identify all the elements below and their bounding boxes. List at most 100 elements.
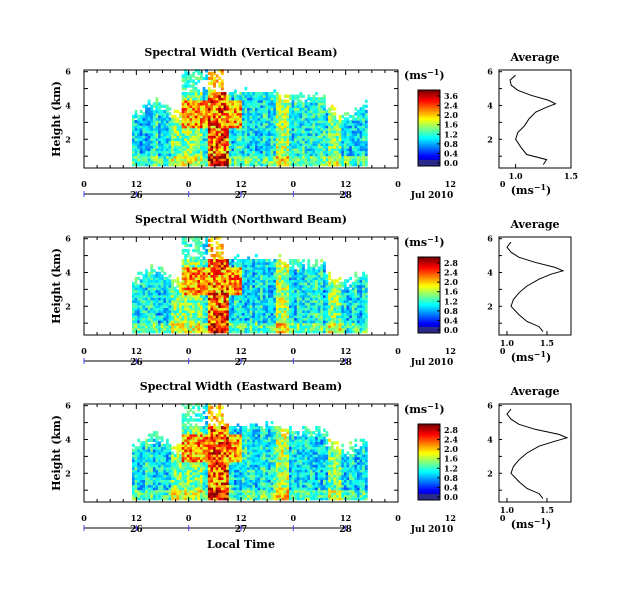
x-tick-label: 0	[500, 513, 506, 523]
profile-x-tick-label: 1.5	[540, 505, 554, 515]
x-tick-label: 12	[131, 346, 142, 356]
panel-1: Spectral Width (Vertical Beam) 0 12 0 12 0 12 0…	[50, 46, 578, 201]
date-axis: 26 27 28 Jul 2010	[83, 525, 453, 535]
x-tick-label: 0	[81, 179, 87, 189]
profile-title: Average	[509, 385, 559, 398]
profile-x-axis-label: (ms−1)	[511, 516, 552, 531]
x-tick-label: 12	[235, 513, 246, 523]
colorbar-tick-label: 0.0	[444, 325, 458, 335]
date-label: 26	[130, 358, 143, 368]
chart-title: Spectral Width (Eastward Beam)	[140, 380, 342, 393]
x-tick-label: 0	[186, 513, 192, 523]
heatmap	[132, 403, 368, 501]
profile-y-tick-label: 4	[487, 100, 493, 110]
colorbar-tick-label: 2.0	[444, 277, 458, 287]
colorbar-unit-label: (ms−1)	[404, 234, 445, 249]
colorbar-frame	[417, 89, 441, 167]
colorbar-tick-label: 2.4	[444, 101, 458, 111]
colorbar-unit-label: (ms−1)	[404, 401, 445, 416]
profile-x-axis-label: (ms−1)	[511, 349, 552, 364]
x-tick-label: 0	[186, 346, 192, 356]
month-label: Jul 2010	[410, 358, 453, 368]
x-tick-label: 12	[131, 179, 142, 189]
colorbar-tick-label: 0.8	[444, 473, 458, 483]
x-tick-label: 12	[340, 179, 351, 189]
y-tick-label: 2	[65, 301, 71, 311]
colorbar-tick-label: 1.6	[444, 120, 458, 130]
colorbar: 3.62.42.01.61.20.80.40.0 (ms−1)	[404, 67, 458, 168]
profile-frame	[498, 403, 572, 503]
profile-y-tick-label: 6	[487, 67, 493, 77]
colorbar-tick-label: 1.6	[444, 454, 458, 464]
colorbar: 2.82.42.01.61.20.80.40.0 (ms−1)	[404, 234, 458, 335]
profile-x-axis-label: (ms−1)	[511, 182, 552, 197]
colorbar-tick-label: 3.6	[444, 91, 458, 101]
x-tick-label: 12	[445, 346, 456, 356]
panel-2: Spectral Width (Northward Beam) 0 12 0 12 0 12…	[50, 213, 572, 368]
profile-y-tick-label: 2	[487, 134, 493, 144]
colorbar-tick-label: 0.0	[444, 158, 458, 168]
date-label: 26	[130, 191, 143, 201]
colorbar-tick-label: 2.4	[444, 435, 458, 445]
y-tick-label: 6	[65, 67, 71, 77]
colorbar-tick-label: 2.0	[444, 110, 458, 120]
x-tick-label: 12	[131, 513, 142, 523]
date-label: 26	[130, 525, 143, 535]
x-tick-label: 0	[186, 179, 192, 189]
date-label: 27	[235, 358, 248, 368]
profile-frame	[498, 236, 572, 336]
x-axis-label: Local Time	[207, 538, 275, 551]
month-label: Jul 2010	[410, 525, 453, 535]
colorbar-tick-label: 0.4	[444, 148, 458, 158]
profile-x-tick-label: 1.0	[500, 505, 514, 515]
colorbar-tick-label: 0.4	[444, 315, 458, 325]
chart-title: Spectral Width (Vertical Beam)	[144, 46, 337, 59]
profile-y-tick-label: 6	[487, 234, 493, 244]
date-label: 28	[339, 525, 352, 535]
colorbar: 2.82.42.01.61.20.80.40.0 (ms−1)	[404, 401, 458, 502]
profile-y-tick-label: 2	[487, 468, 493, 478]
colorbar-unit-label: (ms−1)	[404, 67, 445, 82]
x-tick-label: 12	[235, 346, 246, 356]
date-label: 27	[235, 191, 248, 201]
profile-y-tick-label: 4	[487, 434, 493, 444]
colorbar-tick-label: 1.2	[444, 296, 458, 306]
profile-title: Average	[509, 218, 559, 231]
colorbar-tick-label: 1.2	[444, 129, 458, 139]
profile-x-tick-label: 1.5	[564, 171, 578, 181]
y-axis-label: Height (km)	[50, 81, 63, 157]
profile-line	[506, 241, 565, 332]
x-tick-label: 12	[340, 346, 351, 356]
date-axis: 26 27 28 Jul 2010	[83, 358, 453, 368]
profile-y-tick-label: 4	[487, 267, 493, 277]
y-axis-label: Height (km)	[50, 415, 63, 491]
panel-3: Spectral Width (Eastward Beam)0 12 0 12 0 12 0…	[50, 380, 572, 535]
month-label: Jul 2010	[410, 191, 453, 201]
date-label: 28	[339, 191, 352, 201]
y-axis-label: Height (km)	[50, 248, 63, 324]
x-tick-label: 0	[81, 513, 87, 523]
x-tick-label: 0	[500, 346, 506, 356]
y-tick-label: 4	[65, 267, 71, 277]
x-tick-label: 12	[445, 179, 456, 189]
x-tick-label: 0	[291, 179, 297, 189]
y-tick-label: 6	[65, 401, 71, 411]
x-axis: 0 12 0 12 0 12 0 12 0	[81, 70, 506, 189]
heatmap	[132, 236, 368, 334]
colorbar-tick-label: 2.8	[444, 425, 458, 435]
x-tick-label: 0	[500, 179, 506, 189]
colorbar-tick-label: 1.2	[444, 463, 458, 473]
colorbar-tick-label: 1.6	[444, 287, 458, 297]
colorbar-tick-label: 2.4	[444, 268, 458, 278]
colorbar-tick-label: 0.4	[444, 482, 458, 492]
colorbar-tick-label: 2.8	[444, 258, 458, 268]
colorbar-tick-label: 0.8	[444, 139, 458, 149]
date-label: 27	[235, 525, 248, 535]
colorbar-frame	[417, 423, 441, 501]
